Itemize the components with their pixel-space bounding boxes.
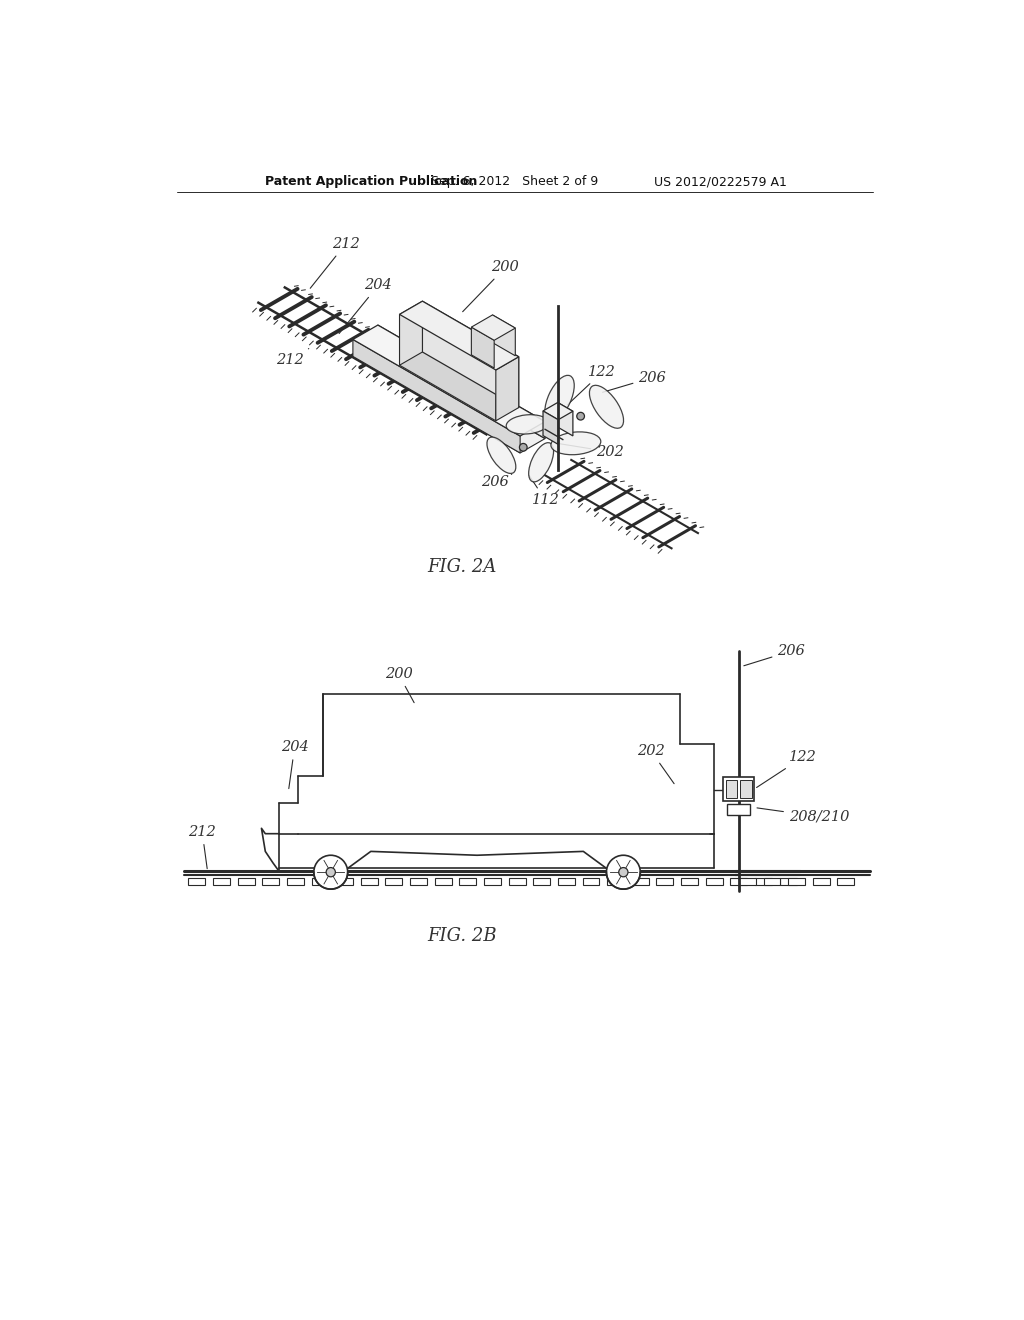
Text: US 2012/0222579 A1: US 2012/0222579 A1 bbox=[654, 176, 787, 187]
Bar bbox=[238, 878, 255, 886]
Bar bbox=[632, 878, 649, 886]
Bar bbox=[410, 878, 427, 886]
Bar bbox=[558, 878, 574, 886]
Bar bbox=[681, 878, 698, 886]
Text: Patent Application Publication: Patent Application Publication bbox=[265, 176, 477, 187]
Polygon shape bbox=[493, 315, 515, 356]
Ellipse shape bbox=[551, 432, 601, 454]
Ellipse shape bbox=[528, 442, 554, 482]
Polygon shape bbox=[423, 301, 519, 408]
Polygon shape bbox=[543, 403, 572, 420]
Polygon shape bbox=[471, 327, 495, 368]
Bar bbox=[779, 878, 797, 886]
Text: 122: 122 bbox=[757, 750, 817, 788]
Bar bbox=[755, 878, 772, 886]
Text: 212: 212 bbox=[310, 238, 359, 288]
Text: 112: 112 bbox=[529, 475, 559, 507]
Bar bbox=[726, 780, 737, 799]
Bar bbox=[360, 878, 378, 886]
Bar bbox=[724, 776, 755, 801]
Text: 212: 212 bbox=[276, 348, 309, 367]
Circle shape bbox=[606, 855, 640, 890]
Text: 204: 204 bbox=[281, 741, 308, 788]
Text: FIG. 2A: FIG. 2A bbox=[427, 557, 497, 576]
Text: 208/210: 208/210 bbox=[757, 808, 849, 824]
Polygon shape bbox=[399, 301, 423, 366]
Text: 202: 202 bbox=[557, 444, 624, 459]
Polygon shape bbox=[399, 301, 519, 370]
Polygon shape bbox=[353, 325, 545, 436]
Text: 122: 122 bbox=[567, 366, 616, 405]
Bar bbox=[287, 878, 304, 886]
Bar bbox=[188, 878, 205, 886]
Ellipse shape bbox=[545, 375, 574, 421]
Text: 212: 212 bbox=[188, 825, 216, 869]
Bar bbox=[706, 878, 723, 886]
Polygon shape bbox=[543, 411, 558, 445]
Bar bbox=[336, 878, 353, 886]
Bar bbox=[460, 878, 476, 886]
Bar bbox=[509, 878, 525, 886]
Polygon shape bbox=[353, 342, 545, 453]
Bar bbox=[730, 878, 748, 886]
Bar bbox=[385, 878, 402, 886]
Text: 206: 206 bbox=[602, 371, 667, 392]
Ellipse shape bbox=[506, 414, 549, 434]
Bar bbox=[435, 878, 452, 886]
Circle shape bbox=[313, 855, 348, 890]
Polygon shape bbox=[399, 314, 496, 421]
Bar bbox=[583, 878, 599, 886]
Text: 206: 206 bbox=[481, 474, 512, 488]
Bar bbox=[656, 878, 674, 886]
Circle shape bbox=[519, 444, 527, 451]
Polygon shape bbox=[496, 356, 519, 421]
Ellipse shape bbox=[487, 437, 516, 474]
Bar bbox=[262, 878, 280, 886]
Bar bbox=[213, 878, 230, 886]
Bar bbox=[311, 878, 329, 886]
Text: 200: 200 bbox=[385, 667, 414, 702]
Polygon shape bbox=[378, 325, 545, 438]
Bar bbox=[484, 878, 501, 886]
Bar bbox=[607, 878, 625, 886]
Circle shape bbox=[326, 867, 336, 876]
Bar bbox=[739, 878, 756, 886]
Text: FIG. 2B: FIG. 2B bbox=[427, 927, 497, 945]
Bar bbox=[534, 878, 550, 886]
Polygon shape bbox=[558, 403, 572, 436]
Ellipse shape bbox=[590, 385, 624, 428]
Bar bbox=[727, 804, 751, 816]
Bar bbox=[740, 780, 752, 799]
Bar bbox=[764, 878, 780, 886]
Circle shape bbox=[618, 867, 628, 876]
Polygon shape bbox=[471, 315, 515, 341]
Text: 200: 200 bbox=[463, 260, 519, 312]
Polygon shape bbox=[353, 339, 520, 453]
Text: 204: 204 bbox=[339, 279, 392, 334]
Bar bbox=[788, 878, 805, 886]
Text: Sep. 6, 2012   Sheet 2 of 9: Sep. 6, 2012 Sheet 2 of 9 bbox=[431, 176, 598, 187]
Text: 202: 202 bbox=[637, 744, 674, 784]
Bar bbox=[813, 878, 829, 886]
Bar bbox=[838, 878, 854, 886]
Text: 206: 206 bbox=[743, 644, 805, 665]
Circle shape bbox=[577, 412, 585, 420]
